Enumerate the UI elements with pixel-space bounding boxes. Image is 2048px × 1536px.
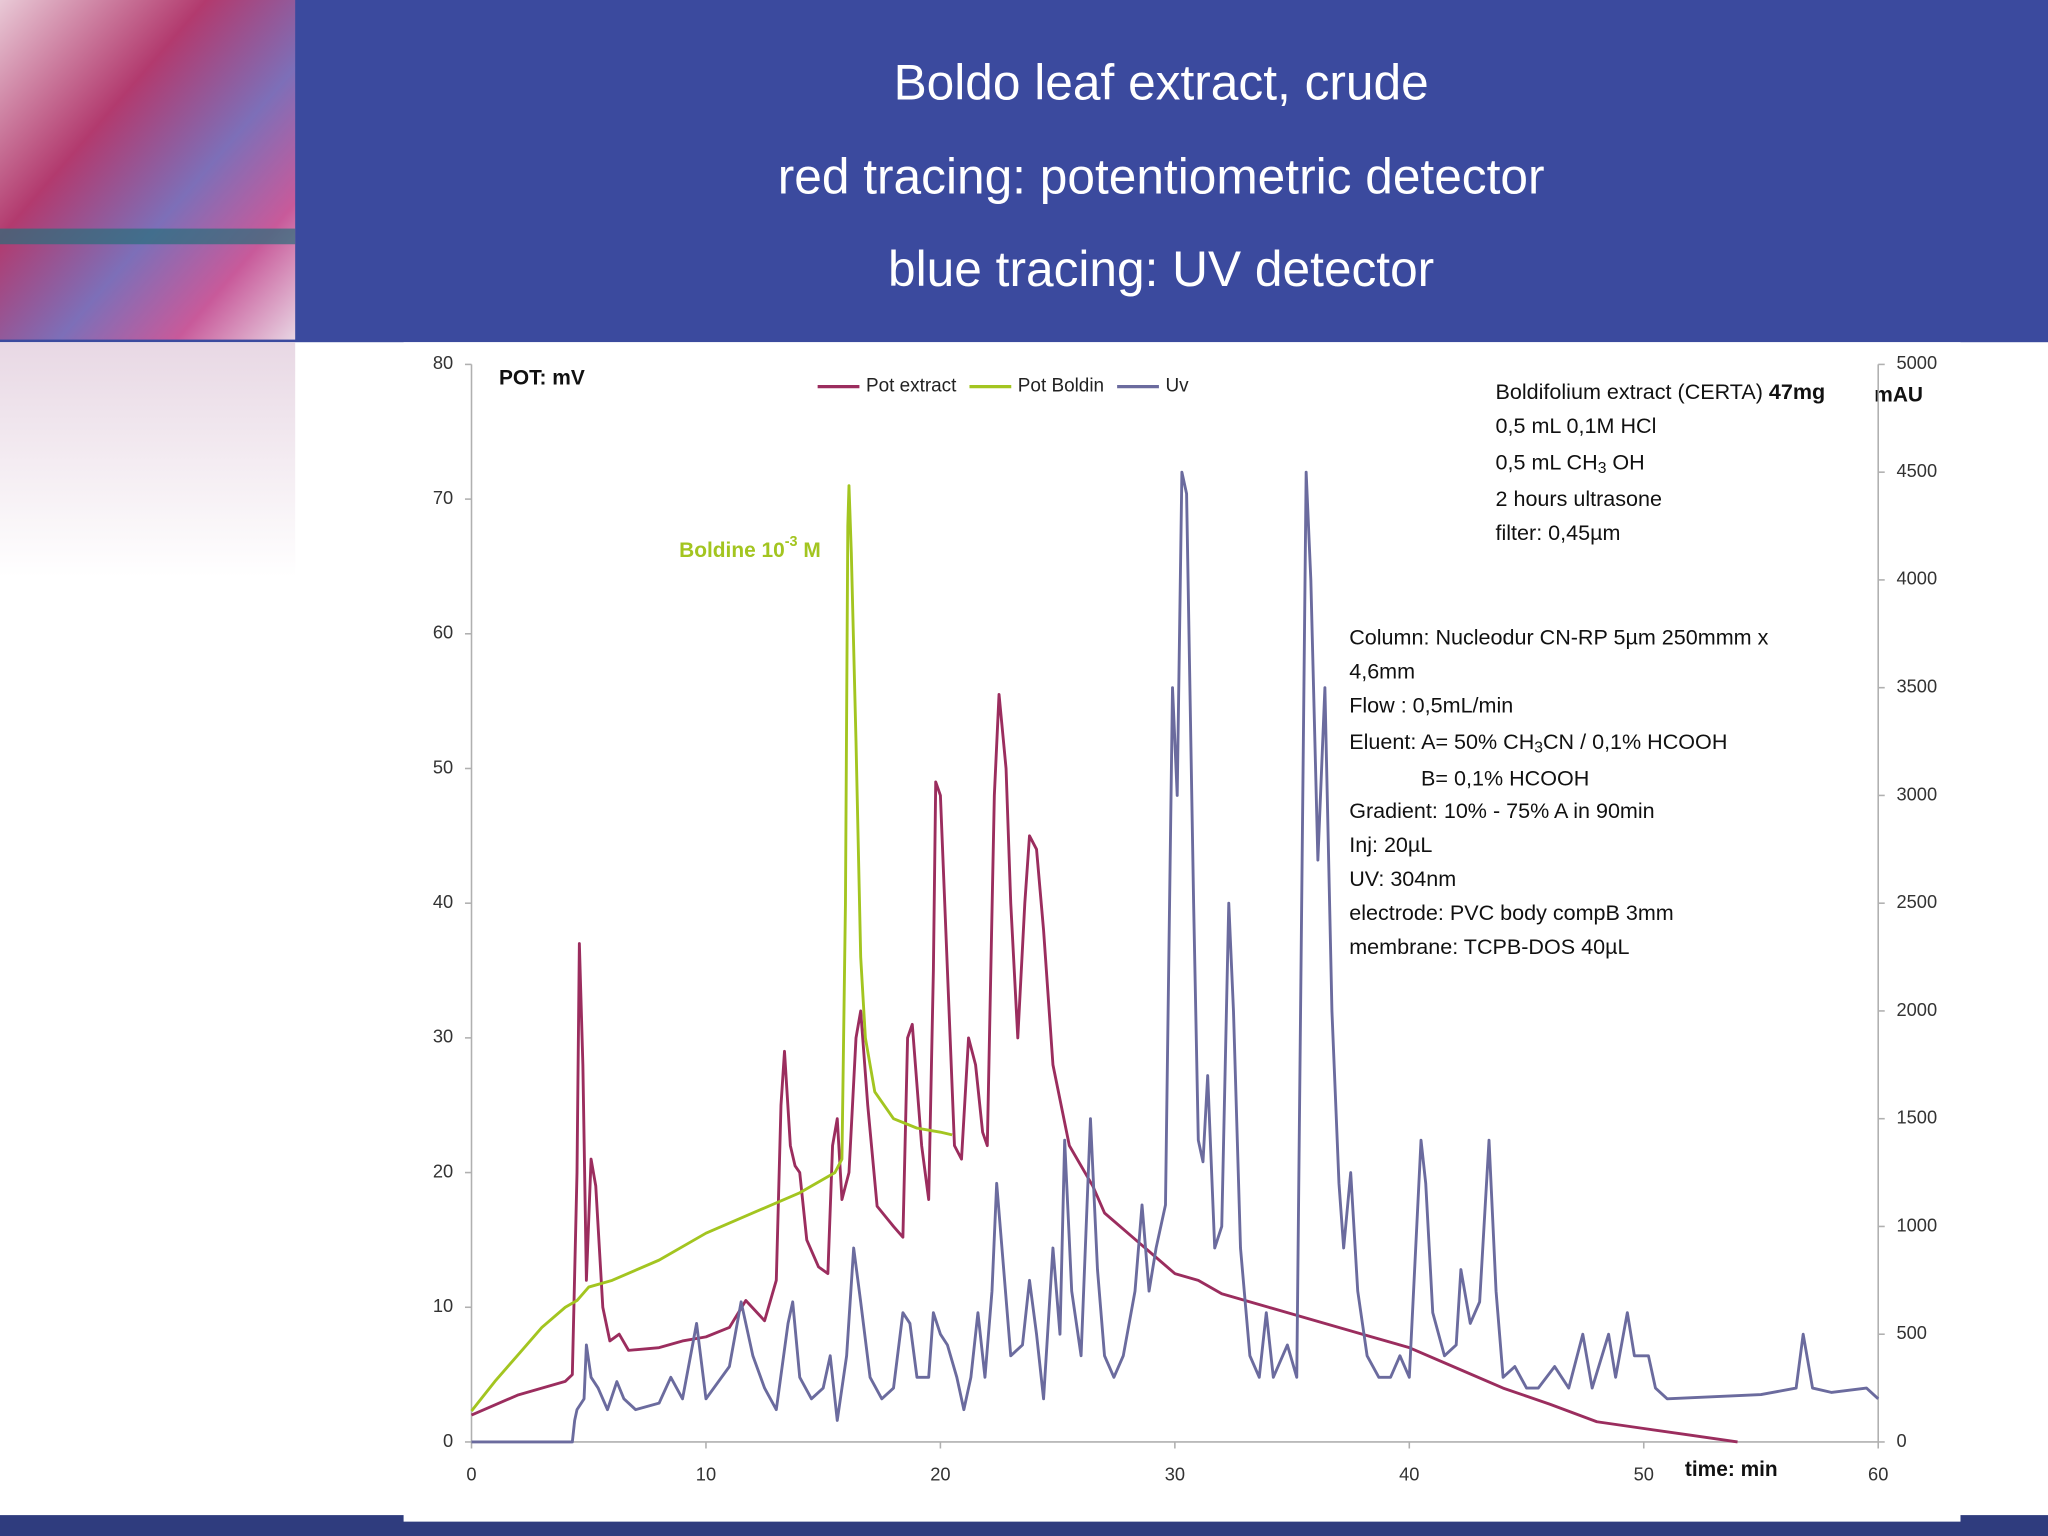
legend-label: Pot Boldin	[1018, 376, 1104, 397]
sample-annotation: Boldifolium extract (CERTA) 47mg 0,5 mL …	[1496, 379, 1826, 545]
subscript: 3	[1534, 740, 1543, 757]
y2-axis-label: mAU	[1874, 383, 1923, 406]
y-tick-label: 80	[433, 352, 453, 373]
note-line: 0,5 mL CH3 OH	[1496, 449, 1645, 477]
text: Eluent: A= 50% CH	[1349, 729, 1534, 754]
y-tick-label: 20	[433, 1160, 453, 1181]
x-tick-label: 30	[1165, 1464, 1185, 1485]
note-line: membrane: TCPB-DOS 40µL	[1349, 934, 1629, 959]
y2-tick-label: 500	[1896, 1322, 1926, 1343]
y-tick-label: 40	[433, 891, 453, 912]
text: Boldine 10	[679, 539, 785, 562]
note-line: Flow : 0,5mL/min	[1349, 692, 1513, 717]
note-line: UV: 304nm	[1349, 866, 1456, 891]
y2-tick-label: 3000	[1896, 783, 1937, 804]
x-tick-label: 40	[1399, 1464, 1419, 1485]
photo-reflection	[0, 342, 296, 578]
note-line: Gradient: 10% - 75% A in 90min	[1349, 798, 1654, 823]
header-photo	[0, 0, 296, 340]
note-line: 4,6mm	[1349, 658, 1415, 683]
superscript: -3	[785, 534, 798, 550]
x-tick-label: 20	[930, 1464, 950, 1485]
text: CN / 0,1% HCOOH	[1543, 729, 1727, 754]
series-line	[470, 484, 953, 1412]
method-annotation: Column: Nucleodur CN-RP 5µm 250mmm x 4,6…	[1349, 624, 1768, 959]
text: 47mg	[1769, 379, 1825, 404]
boldine-annotation: Boldine 10-3 M	[679, 534, 821, 562]
note-line: Eluent: A= 50% CH3CN / 0,1% HCOOH	[1349, 729, 1727, 757]
y-tick-label: 60	[433, 622, 453, 643]
header-band	[0, 0, 2048, 343]
y-tick-label: 0	[443, 1430, 453, 1451]
text: 0,5 mL CH	[1496, 449, 1598, 474]
photo-band	[0, 228, 296, 245]
note-line: Column: Nucleodur CN-RP 5µm 250mmm x	[1349, 624, 1768, 649]
y-tick-label: 30	[433, 1026, 453, 1047]
y2-tick-label: 4000	[1896, 568, 1937, 589]
note-line: B= 0,1% HCOOH	[1421, 765, 1589, 790]
y2-tick-label: 3500	[1896, 676, 1937, 697]
y-tick-label: 10	[433, 1295, 453, 1316]
note-line: electrode: PVC body compB 3mm	[1349, 900, 1674, 925]
legend-label: Pot extract	[866, 376, 957, 397]
header-line: red tracing: potentiometric detector	[778, 148, 1545, 204]
y2-tick-label: 5000	[1896, 352, 1937, 373]
text: Boldifolium extract (CERTA)	[1496, 379, 1769, 404]
y-tick-label: 70	[433, 487, 453, 508]
x-tick-label: 10	[696, 1464, 716, 1485]
x-axis-label: time: min	[1685, 1458, 1778, 1481]
x-tick-label: 60	[1868, 1464, 1888, 1485]
header-line: blue tracing: UV detector	[888, 241, 1434, 297]
note-line: Inj: 20µL	[1349, 832, 1432, 857]
y-tick-label: 50	[433, 756, 453, 777]
y2-tick-label: 4500	[1896, 460, 1937, 481]
series-line	[470, 692, 1738, 1444]
header-line: Boldo leaf extract, crude	[894, 54, 1429, 110]
note-line: 2 hours ultrasone	[1496, 486, 1663, 511]
note-line: filter: 0,45µm	[1496, 520, 1621, 545]
y2-tick-label: 2500	[1896, 891, 1937, 912]
y2-tick-label: 2000	[1896, 999, 1937, 1020]
legend: Pot extract Pot Boldin Uv	[817, 376, 1189, 397]
legend-label: Uv	[1165, 376, 1189, 397]
text: OH	[1606, 449, 1644, 474]
y-axis-label: POT: mV	[499, 366, 585, 389]
y2-tick-label: 0	[1896, 1430, 1906, 1451]
note-line: 0,5 mL 0,1M HCl	[1496, 413, 1657, 438]
text: M	[798, 539, 821, 562]
series-line	[471, 470, 1880, 1444]
y2-tick-label: 1000	[1896, 1214, 1937, 1235]
x-tick-label: 50	[1634, 1464, 1654, 1485]
subscript: 3	[1598, 460, 1607, 477]
note-line: Boldifolium extract (CERTA) 47mg	[1496, 379, 1826, 404]
y2-tick-label: 1500	[1896, 1107, 1937, 1128]
x-tick-label: 0	[466, 1464, 476, 1485]
